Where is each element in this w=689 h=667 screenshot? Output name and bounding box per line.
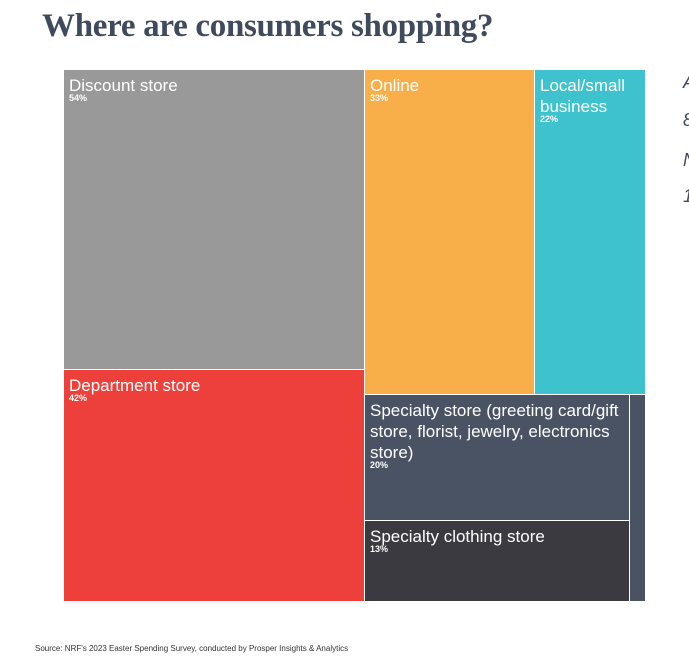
tile-department-store: Department store 42% [64,370,365,602]
chart-title: Where are consumers shopping? [42,8,494,44]
side-text-line-4: 1 [683,186,689,207]
side-text-line-1: A [683,72,689,93]
tile-discount-store: Discount store 54% [64,70,365,370]
tile-local-small-business: Local/small business 22% [535,70,646,395]
tile-value-department-store: 42% [69,393,88,403]
tile-label-department-store: Department store [69,376,201,395]
tile-label-discount-store: Discount store [69,76,178,95]
side-text-line-2: 8 [683,110,689,131]
tile-value-discount-store: 54% [69,93,88,103]
tile-value-specialty-store: 20% [370,460,389,470]
side-text-line-3: N [683,150,689,171]
tile-specialty-store: Specialty store (greeting card/gift stor… [365,395,630,521]
tile-label-specialty-clothing-store: Specialty clothing store [370,527,545,546]
treemap-chart: Discount store 54% Department store 42% Onli… [64,70,646,602]
tile-value-specialty-clothing-store: 13% [370,544,389,554]
tile-label-online: Online [370,76,420,95]
tile-label-local-small-business: Local/small business [540,76,626,116]
tile-label-specialty-store: Specialty store (greeting card/gift stor… [370,401,619,462]
tile-value-local-small-business: 22% [540,114,559,124]
tile-online: Online 33% [365,70,535,395]
source-note: Source: NRF's 2023 Easter Spending Surve… [35,644,349,653]
tile-value-online: 33% [370,93,389,103]
tile-specialty-clothing-store: Specialty clothing store 13% [365,521,630,602]
tile-unlabeled-segment [630,395,646,602]
